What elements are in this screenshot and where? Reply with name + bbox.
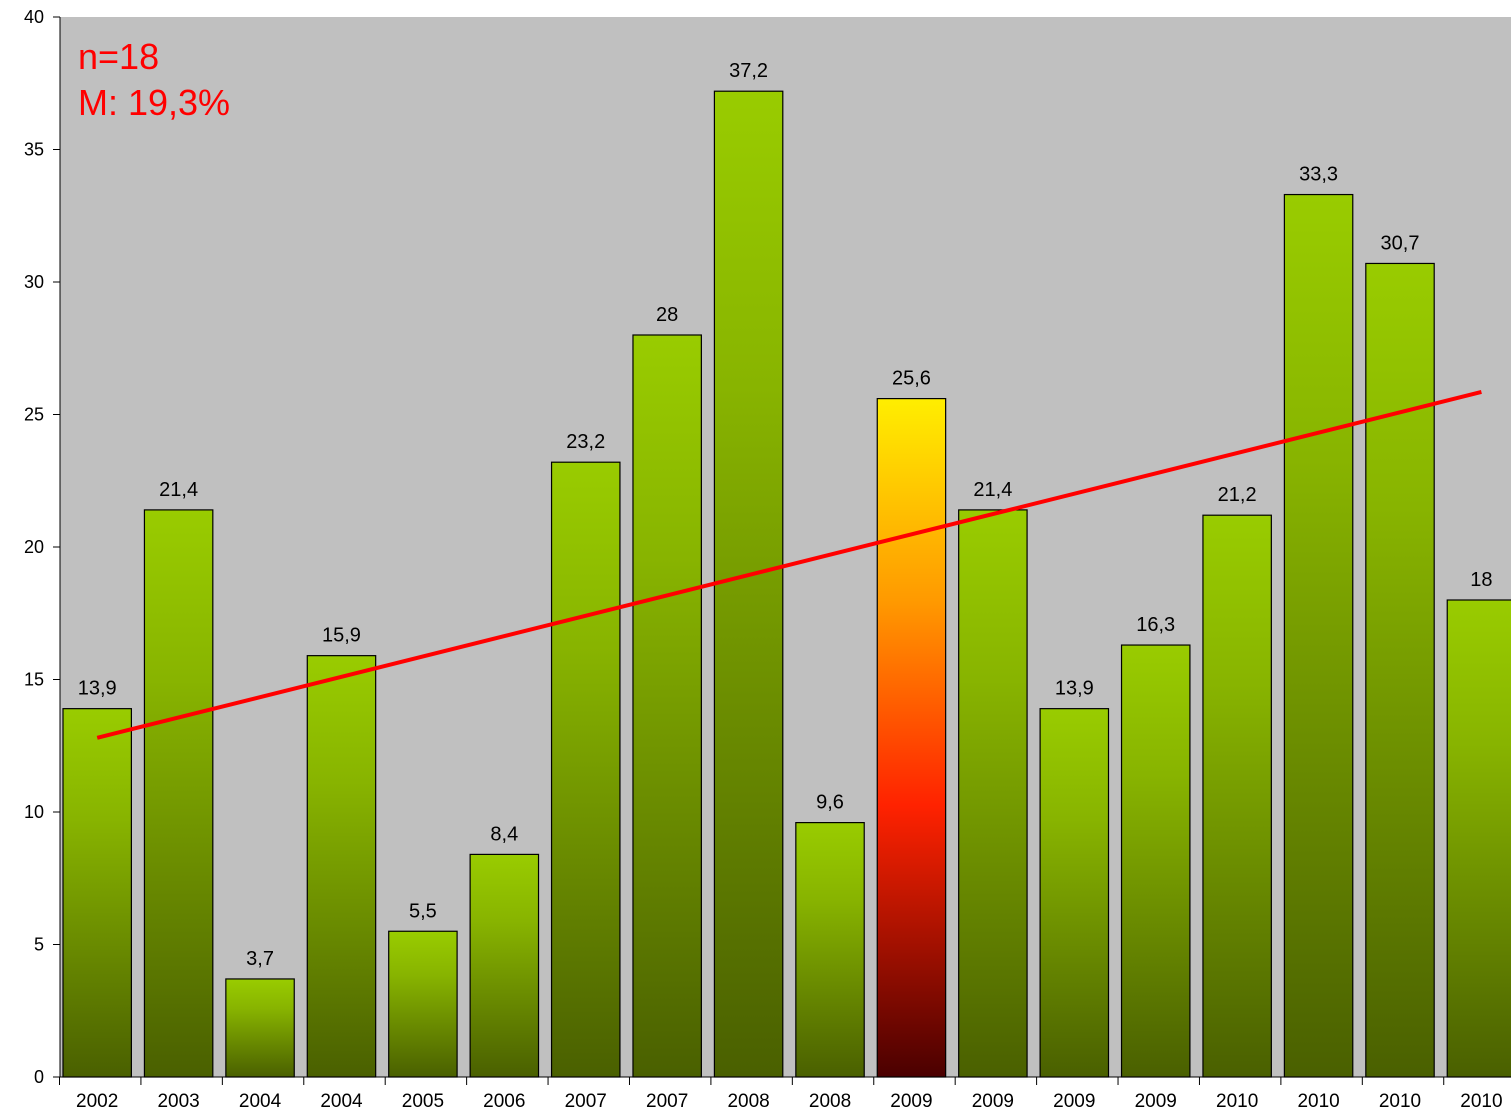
- x-tick-label-4: 2005: [402, 1091, 444, 1112]
- x-tick-label-17: 2010: [1460, 1091, 1502, 1112]
- data-label-14: 21,2: [1218, 484, 1257, 506]
- x-tick-label-14: 2010: [1216, 1091, 1258, 1112]
- data-label-5: 8,4: [490, 823, 518, 845]
- y-tick-label-20: 20: [24, 537, 44, 557]
- bar-15: [1283, 193, 1354, 1078]
- data-label-9: 9,6: [816, 792, 844, 814]
- trendline: [96, 390, 1482, 740]
- x-tick-label-1: 2003: [157, 1091, 199, 1112]
- data-label-13: 16,3: [1136, 614, 1175, 636]
- x-tick-label-5: 2006: [483, 1091, 525, 1112]
- bar-16: [1365, 262, 1435, 1078]
- bar-11: [958, 509, 1028, 1078]
- data-label-17: 18: [1470, 569, 1492, 591]
- x-tick-label-10: 2009: [890, 1091, 932, 1112]
- bar-3: [306, 655, 377, 1078]
- x-tick-label-9: 2008: [809, 1091, 851, 1112]
- bar-9: [795, 821, 865, 1078]
- data-label-1: 21,4: [159, 479, 198, 501]
- bar-4: [388, 930, 458, 1078]
- data-label-16: 30,7: [1381, 232, 1420, 254]
- x-tick-label-8: 2008: [727, 1091, 769, 1112]
- y-tick-label-0: 0: [34, 1067, 44, 1087]
- x-tick-label-12: 2009: [1053, 1091, 1095, 1112]
- data-label-3: 15,9: [322, 625, 361, 647]
- bar-10: [876, 398, 947, 1078]
- bar-0: [62, 708, 132, 1078]
- data-label-8: 37,2: [729, 60, 768, 82]
- bar-1: [143, 509, 214, 1078]
- bar-13: [1120, 644, 1191, 1078]
- bar-12: [1039, 708, 1110, 1078]
- bar-8: [713, 90, 784, 1078]
- annotation-sample-size: n=18: [78, 36, 160, 77]
- data-label-10: 25,6: [892, 368, 931, 390]
- y-tick-label-25: 25: [24, 405, 44, 425]
- data-label-7: 28: [656, 304, 678, 326]
- x-tick-label-13: 2009: [1135, 1091, 1177, 1112]
- bar-5: [469, 853, 540, 1078]
- data-label-2: 3,7: [246, 948, 274, 970]
- bar-2: [225, 978, 295, 1078]
- x-tick-label-3: 2004: [320, 1091, 363, 1112]
- y-tick-label-15: 15: [24, 670, 44, 690]
- x-tick-label-16: 2010: [1379, 1091, 1421, 1112]
- x-tick-label-15: 2010: [1297, 1091, 1339, 1112]
- bar-6: [550, 461, 621, 1078]
- y-tick-label-5: 5: [34, 935, 44, 955]
- bar-14: [1202, 514, 1272, 1078]
- annotation-mean: M: 19,3%: [78, 82, 231, 123]
- data-label-0: 13,9: [78, 678, 117, 700]
- x-tick-label-6: 2007: [565, 1091, 607, 1112]
- x-tick-label-7: 2007: [646, 1091, 688, 1112]
- x-tick-label-0: 2002: [76, 1091, 118, 1112]
- data-label-4: 5,5: [409, 900, 437, 922]
- data-label-15: 33,3: [1299, 164, 1338, 186]
- y-tick-label-30: 30: [24, 272, 44, 292]
- bar-7: [632, 334, 702, 1078]
- y-tick-label-10: 10: [24, 802, 44, 822]
- x-tick-label-2: 2004: [239, 1091, 282, 1112]
- data-label-11: 21,4: [973, 479, 1012, 501]
- data-label-12: 13,9: [1055, 678, 1094, 700]
- data-label-6: 23,2: [566, 431, 605, 453]
- y-tick-label-40: 40: [24, 7, 44, 27]
- y-tick-label-35: 35: [24, 140, 44, 160]
- x-tick-label-11: 2009: [972, 1091, 1014, 1112]
- bar-17: [1446, 599, 1511, 1078]
